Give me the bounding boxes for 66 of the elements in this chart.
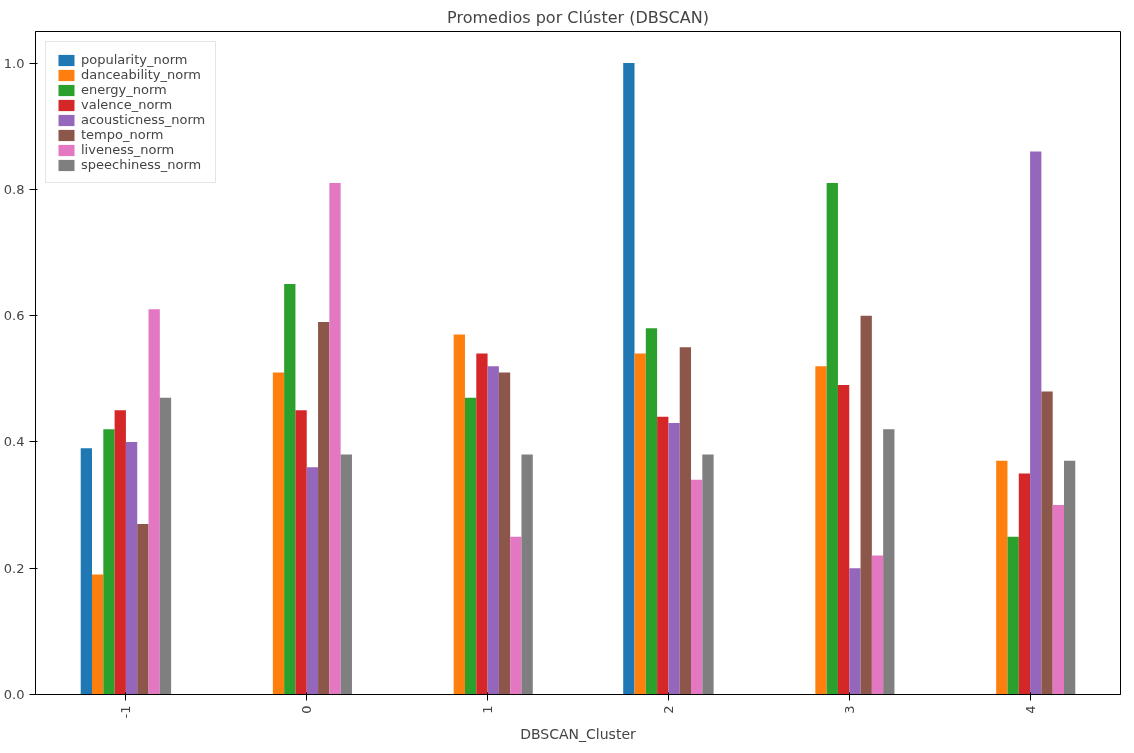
bar — [487, 366, 499, 695]
bar — [1052, 505, 1064, 695]
bar — [125, 441, 138, 695]
x-tick-label: 3 — [841, 705, 857, 714]
bar — [464, 397, 477, 695]
bar — [657, 416, 669, 695]
bar — [476, 353, 488, 695]
x-tick-label: 4 — [1022, 705, 1038, 714]
bar — [849, 568, 861, 695]
x-tick-label: 2 — [660, 705, 676, 714]
bar — [1007, 536, 1019, 695]
legend-label: popularity_norm — [81, 52, 188, 67]
bar — [137, 524, 149, 695]
legend-label: liveness_norm — [81, 142, 175, 157]
bar — [826, 183, 838, 695]
bar — [80, 448, 93, 695]
x-axis-title: DBSCAN_Cluster — [520, 726, 637, 743]
legend-label: danceability_norm — [81, 67, 201, 82]
bar — [634, 353, 646, 695]
bar — [1063, 460, 1076, 695]
bar — [318, 321, 330, 695]
legend-label: valence_norm — [81, 97, 173, 112]
x-tick-label: 1 — [480, 705, 496, 714]
bar — [1030, 151, 1042, 695]
bar — [1018, 473, 1031, 695]
y-tick-label: 0.8 — [3, 181, 25, 197]
bar — [103, 429, 115, 695]
x-tick-label: 0 — [299, 705, 315, 714]
bar — [815, 366, 827, 695]
bar — [453, 334, 465, 695]
bar — [623, 63, 635, 695]
bar — [510, 536, 522, 695]
x-tick-label: -1 — [118, 705, 134, 719]
bar — [702, 454, 714, 695]
bar — [860, 315, 872, 695]
bar — [306, 467, 319, 695]
bar — [272, 372, 285, 695]
bar — [159, 397, 172, 695]
bar — [92, 574, 104, 695]
bar — [284, 284, 296, 695]
bar — [679, 347, 692, 695]
bar — [871, 555, 884, 695]
y-tick-label: 0.4 — [3, 434, 25, 450]
bar — [329, 183, 341, 695]
y-tick-label: 0.2 — [3, 560, 25, 576]
bar — [521, 454, 533, 695]
bar — [148, 309, 160, 695]
bar — [295, 410, 307, 695]
bar — [691, 479, 703, 695]
legend-label: energy_norm — [81, 82, 167, 97]
bar — [668, 422, 680, 695]
legend-label: tempo_norm — [81, 127, 164, 142]
chart-title: Promedios por Clúster (DBSCAN) — [447, 7, 709, 27]
bar — [837, 385, 850, 695]
bar — [498, 372, 511, 695]
bar — [340, 454, 352, 695]
y-tick-label: 0.6 — [3, 308, 25, 324]
bar — [114, 410, 126, 695]
legend-label: speechiness_norm — [81, 157, 202, 172]
legend-label: acousticness_norm — [81, 112, 206, 127]
y-tick-label: 0.0 — [3, 687, 25, 702]
bar — [1041, 391, 1053, 695]
bar — [645, 328, 658, 695]
y-tick-label: 1.0 — [3, 55, 25, 71]
bar — [883, 429, 895, 695]
bar — [996, 460, 1008, 695]
